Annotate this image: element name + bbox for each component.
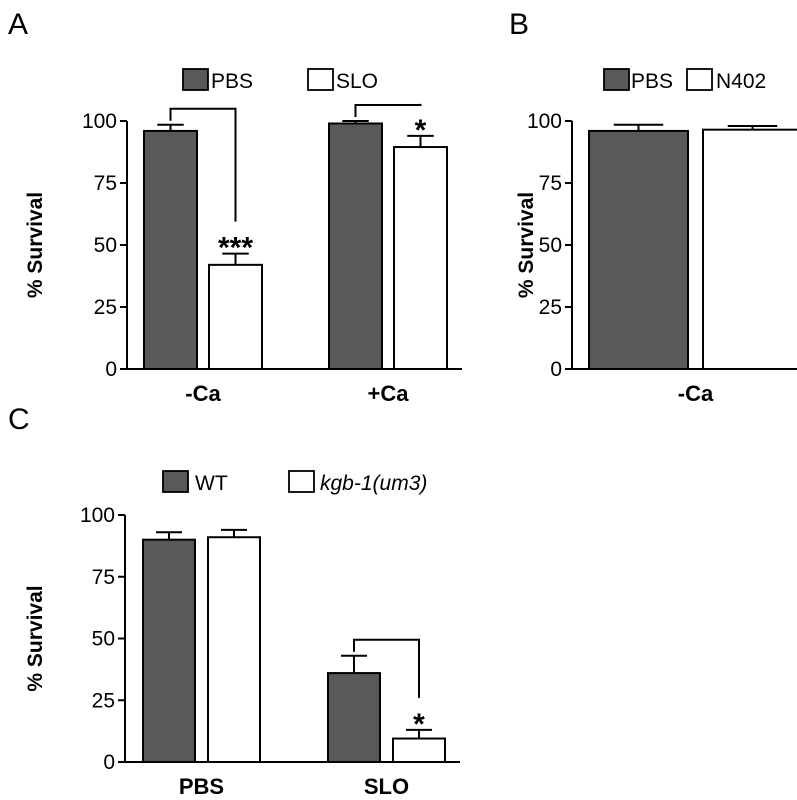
legend-swatch [182,68,209,91]
significance-stars: * [413,708,425,741]
panel-label: B [509,8,529,41]
x-category-label: PBS [179,774,224,799]
y-tick-label: 25 [94,296,117,319]
significance-bracket [169,107,237,222]
x-category-label: -Ca [678,381,714,406]
bar [143,129,198,370]
y-tick-label: 25 [539,296,562,319]
panel-c: C % Survival 0 25 50 75 100 WT kgb-1(um3) PBS SLO * [8,403,460,799]
legend-swatch [603,68,630,91]
significance-stars: *** [218,232,253,265]
significance-bracket [353,638,420,698]
x-category-label: SLO [364,774,409,799]
y-tick-label: 0 [550,358,562,381]
x-category-label: -Ca [185,381,221,406]
bar [142,538,196,764]
bar [702,128,797,370]
y-tick-label: 0 [103,751,115,774]
x-category-label: +Ca [368,381,410,406]
legend-label: kgb-1(um3) [320,472,427,495]
y-tick-label: 100 [80,504,115,527]
bar [393,146,448,370]
bar [207,536,261,763]
y-tick-label: 25 [92,689,115,712]
y-axis-label: % Survival [515,192,538,298]
legend-swatch [162,470,189,493]
y-tick-label: 50 [539,234,562,257]
panel-label: C [8,403,30,436]
legend-label: PBS [631,70,673,93]
bar [208,263,263,370]
y-tick-label: 0 [105,358,117,381]
y-tick-label: 75 [539,172,562,195]
y-tick-label: 100 [527,110,562,133]
y-tick-label: 75 [92,566,115,589]
bar [588,129,689,370]
y-tick-label: 50 [92,628,115,651]
legend-swatch [686,68,713,91]
legend-swatch [288,470,315,493]
bar [328,122,383,371]
panel-b: B % Survival 0 25 50 75 100 PBS N402 -Ca [509,8,797,406]
bar [327,672,381,764]
y-axis-label: % Survival [24,192,47,298]
legend-label: SLO [336,70,378,93]
y-tick-label: 50 [94,234,117,257]
legend-label: WT [195,472,228,495]
y-tick-label: 100 [82,110,117,133]
significance-bracket [354,103,422,117]
bar [392,737,446,763]
panel-a: A % Survival 0 25 50 75 100 PBS SLO -Ca *** +Ca * [8,8,462,406]
panel-label: A [8,8,28,41]
legend-label: N402 [716,70,766,93]
legend-label: PBS [211,70,253,93]
y-tick-label: 75 [94,172,117,195]
y-axis-label: % Survival [24,585,47,691]
significance-stars: * [415,114,427,147]
legend-swatch [307,68,334,91]
